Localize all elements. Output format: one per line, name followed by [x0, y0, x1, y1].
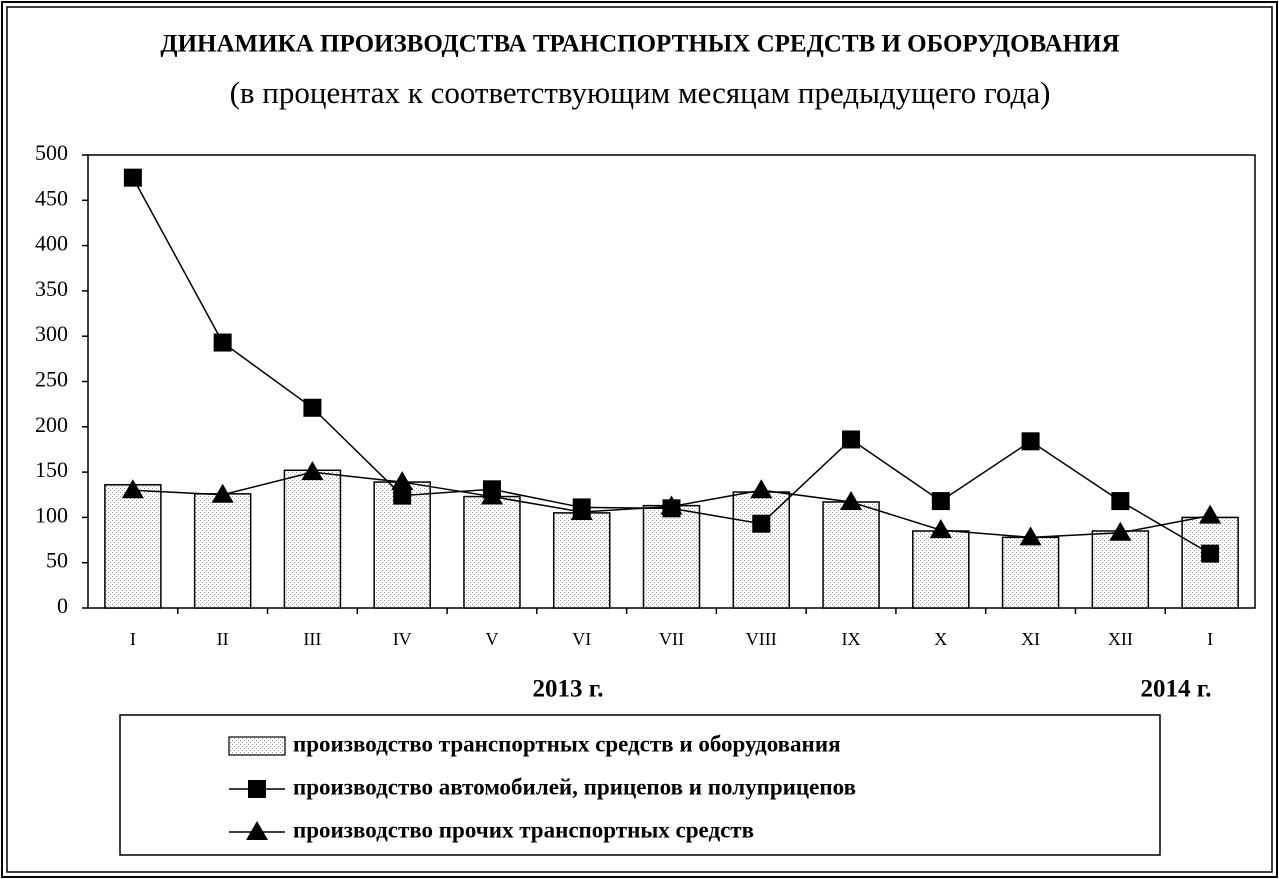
bar — [912, 530, 970, 609]
bar — [552, 512, 611, 609]
bar — [193, 493, 252, 609]
marker — [1019, 526, 1042, 546]
marker — [391, 471, 414, 491]
marker — [121, 479, 144, 499]
x-tick-label: XI — [1021, 629, 1040, 649]
y-tick-label: 300 — [35, 321, 68, 346]
x-tick-label: V — [485, 629, 498, 649]
y-tick-label: 0 — [57, 593, 68, 618]
inner-frame — [6, 6, 1273, 873]
year-label: 2014 г. — [1140, 676, 1211, 703]
y-tick-label: 400 — [35, 231, 68, 256]
bar — [822, 501, 880, 609]
bar — [104, 484, 162, 609]
marker — [393, 486, 412, 505]
year-label: 2013 г. — [532, 676, 603, 703]
y-tick-label: 200 — [35, 412, 68, 437]
bar — [732, 491, 791, 609]
marker — [570, 500, 593, 520]
marker — [1201, 544, 1220, 563]
y-tick-label: 450 — [35, 185, 68, 210]
marker — [1109, 521, 1132, 541]
x-tick-label: X — [934, 629, 947, 649]
bar — [1001, 536, 1060, 609]
legend-label: производство прочих транспортных средств — [293, 817, 754, 842]
legend-marker — [248, 780, 266, 798]
marker — [211, 483, 234, 503]
x-tick-label: IV — [393, 629, 412, 649]
marker — [1111, 492, 1130, 511]
marker — [1021, 432, 1040, 451]
y-tick-label: 350 — [35, 276, 68, 301]
x-tick-label: VII — [659, 629, 684, 649]
legend-label: производство автомобилей, прицепов и пол… — [293, 774, 856, 799]
bar — [1091, 530, 1150, 609]
marker — [123, 168, 142, 187]
marker — [752, 514, 771, 533]
x-tick-label: XII — [1108, 629, 1133, 649]
y-tick-label: 500 — [35, 140, 68, 165]
legend-marker — [246, 821, 268, 840]
marker — [1199, 504, 1222, 524]
y-tick-label: 100 — [35, 502, 68, 527]
marker — [480, 485, 503, 505]
x-tick-label: VIII — [746, 629, 777, 649]
marker — [213, 333, 232, 352]
y-tick-label: 150 — [35, 457, 68, 482]
x-tick-label: I — [130, 629, 136, 649]
y-tick-label: 250 — [35, 367, 68, 392]
marker — [931, 492, 950, 511]
chart-title: ДИНАМИКА ПРОИЗВОДСТВА ТРАНСПОРТНЫХ СРЕДС… — [160, 31, 1119, 58]
legend-box — [119, 714, 1161, 856]
marker — [929, 519, 952, 539]
marker — [301, 461, 324, 481]
marker — [303, 398, 322, 417]
marker — [840, 490, 863, 510]
marker — [660, 495, 683, 515]
x-tick-label: II — [217, 629, 229, 649]
chart-subtitle: (в процентах к соответствующим месяцам п… — [230, 75, 1051, 110]
y-tick-label: 50 — [46, 548, 68, 573]
x-tick-label: VI — [572, 629, 591, 649]
x-tick-label: IX — [842, 629, 861, 649]
bar — [463, 495, 521, 609]
bar — [1181, 516, 1239, 609]
bar — [642, 504, 701, 609]
marker — [842, 430, 861, 449]
legend-label: производство транспортных средств и обор… — [293, 731, 841, 756]
marker — [750, 479, 773, 499]
x-tick-label: I — [1207, 629, 1213, 649]
bar — [283, 469, 342, 609]
legend-swatch — [228, 736, 286, 756]
x-tick-label: III — [303, 629, 321, 649]
